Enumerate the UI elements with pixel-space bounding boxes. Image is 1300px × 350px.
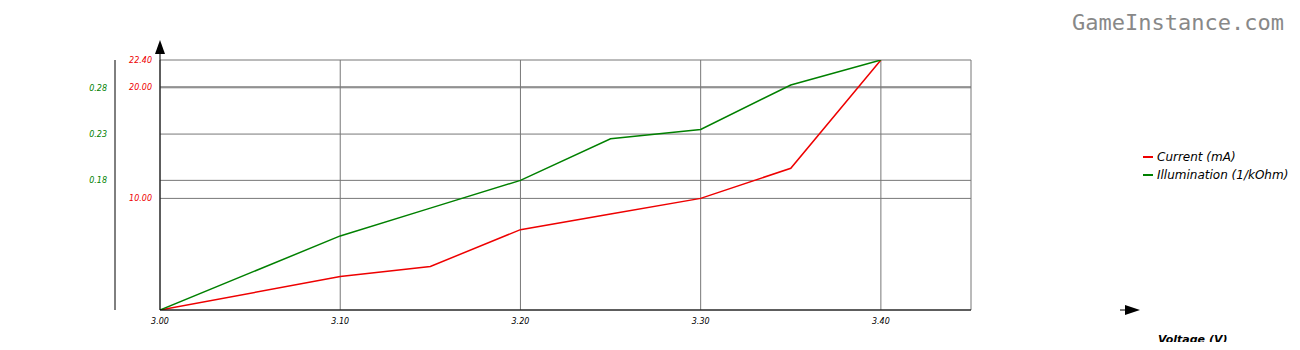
html-text:Voltage (V): Voltage (V) (1158, 333, 1228, 346)
html-text:GameInstance.com: GameInstance.com (1072, 10, 1284, 35)
svg-text:3.10: 3.10 (331, 317, 349, 326)
html-text:Illumination (1/kOhm): Illumination (1/kOhm) (1157, 168, 1289, 182)
svg-text:0.28: 0.28 (89, 84, 107, 93)
svg-text:3.00: 3.00 (151, 317, 169, 326)
svg-text:3.40: 3.40 (872, 317, 890, 326)
svg-text:3.30: 3.30 (692, 317, 710, 326)
svg-text:0.23: 0.23 (89, 130, 107, 139)
svg-text:10.00: 10.00 (129, 194, 152, 203)
svg-text:3.20: 3.20 (512, 317, 530, 326)
svg-text:0.18: 0.18 (89, 176, 107, 185)
svg-text:20.00: 20.00 (129, 83, 152, 92)
svg-text:22.40: 22.40 (129, 56, 152, 65)
html-text:Current (mA): Current (mA) (1157, 150, 1236, 164)
